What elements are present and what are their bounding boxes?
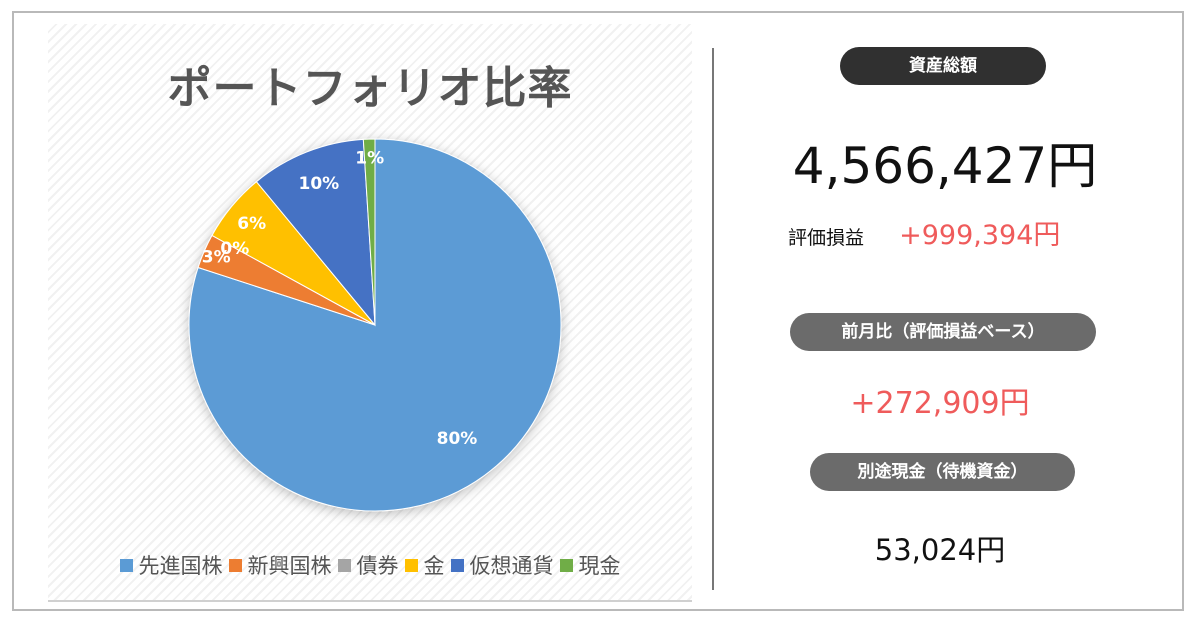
- monthly-change-badge: 前月比（評価損益ベース）: [790, 313, 1096, 351]
- chart-panel: ポートフォリオ比率 80% 3% 0% 6% 10% 1% 先進国株 新興国株 債券金仮想通貨…: [48, 24, 692, 602]
- profit-loss-label: 評価損益: [788, 227, 865, 249]
- pie-data-label-2: 3%: [202, 247, 231, 267]
- legend-label: 現金: [578, 554, 621, 578]
- pie-slice-6: [362, 138, 376, 326]
- legend-label: 仮想通貨: [469, 554, 554, 578]
- legend-label: 新興国株: [247, 554, 332, 578]
- cash-reserve-value: 53,024円: [874, 533, 1006, 567]
- cash-reserve-badge: 別途現金（待機資金）: [810, 453, 1075, 491]
- legend-swatch: [337, 558, 351, 572]
- legend-swatch: [404, 558, 418, 572]
- total-assets-value: 4,566,427円: [792, 137, 1098, 195]
- legend-item-1: 先進国株: [119, 550, 223, 580]
- legend-swatch: [559, 558, 573, 572]
- legend-label: 金: [423, 554, 445, 578]
- pie-data-label-1: 80%: [437, 429, 478, 449]
- legend-item-5: 仮想通貨: [450, 550, 554, 580]
- legend-item-6: 現金: [559, 550, 621, 580]
- pie-data-label-5: 10%: [299, 174, 340, 194]
- pie-chart: 80% 3%0% 6% 10% 1%: [188, 138, 562, 512]
- legend: 先進国株 新興国株 債券金仮想通貨 現金: [48, 550, 692, 580]
- legend-label: 債券: [356, 554, 399, 578]
- legend-swatch: [228, 558, 242, 572]
- legend-label: 先進国株: [138, 554, 223, 578]
- legend-swatch: [450, 558, 464, 572]
- pie-data-label-6: 1%: [355, 149, 384, 169]
- pie-slice-5: [255, 138, 376, 327]
- pie-data-label-4: 6%: [237, 214, 266, 234]
- legend-swatch: [119, 558, 133, 572]
- profit-loss-value: +999,394円: [899, 220, 1061, 251]
- pie-data-label-3: 0%: [220, 239, 249, 259]
- legend-item-3: 債券: [337, 550, 399, 580]
- vertical-divider: [712, 48, 714, 590]
- legend-item-4: 金: [404, 550, 445, 580]
- total-assets-badge: 資産総額: [840, 47, 1046, 85]
- legend-item-2: 新興国株: [228, 550, 332, 580]
- profit-loss-row: 評価損益 +999,394円: [788, 213, 1108, 252]
- monthly-change-value: +272,909円: [850, 386, 1030, 421]
- chart-title: ポートフォリオ比率: [167, 63, 573, 114]
